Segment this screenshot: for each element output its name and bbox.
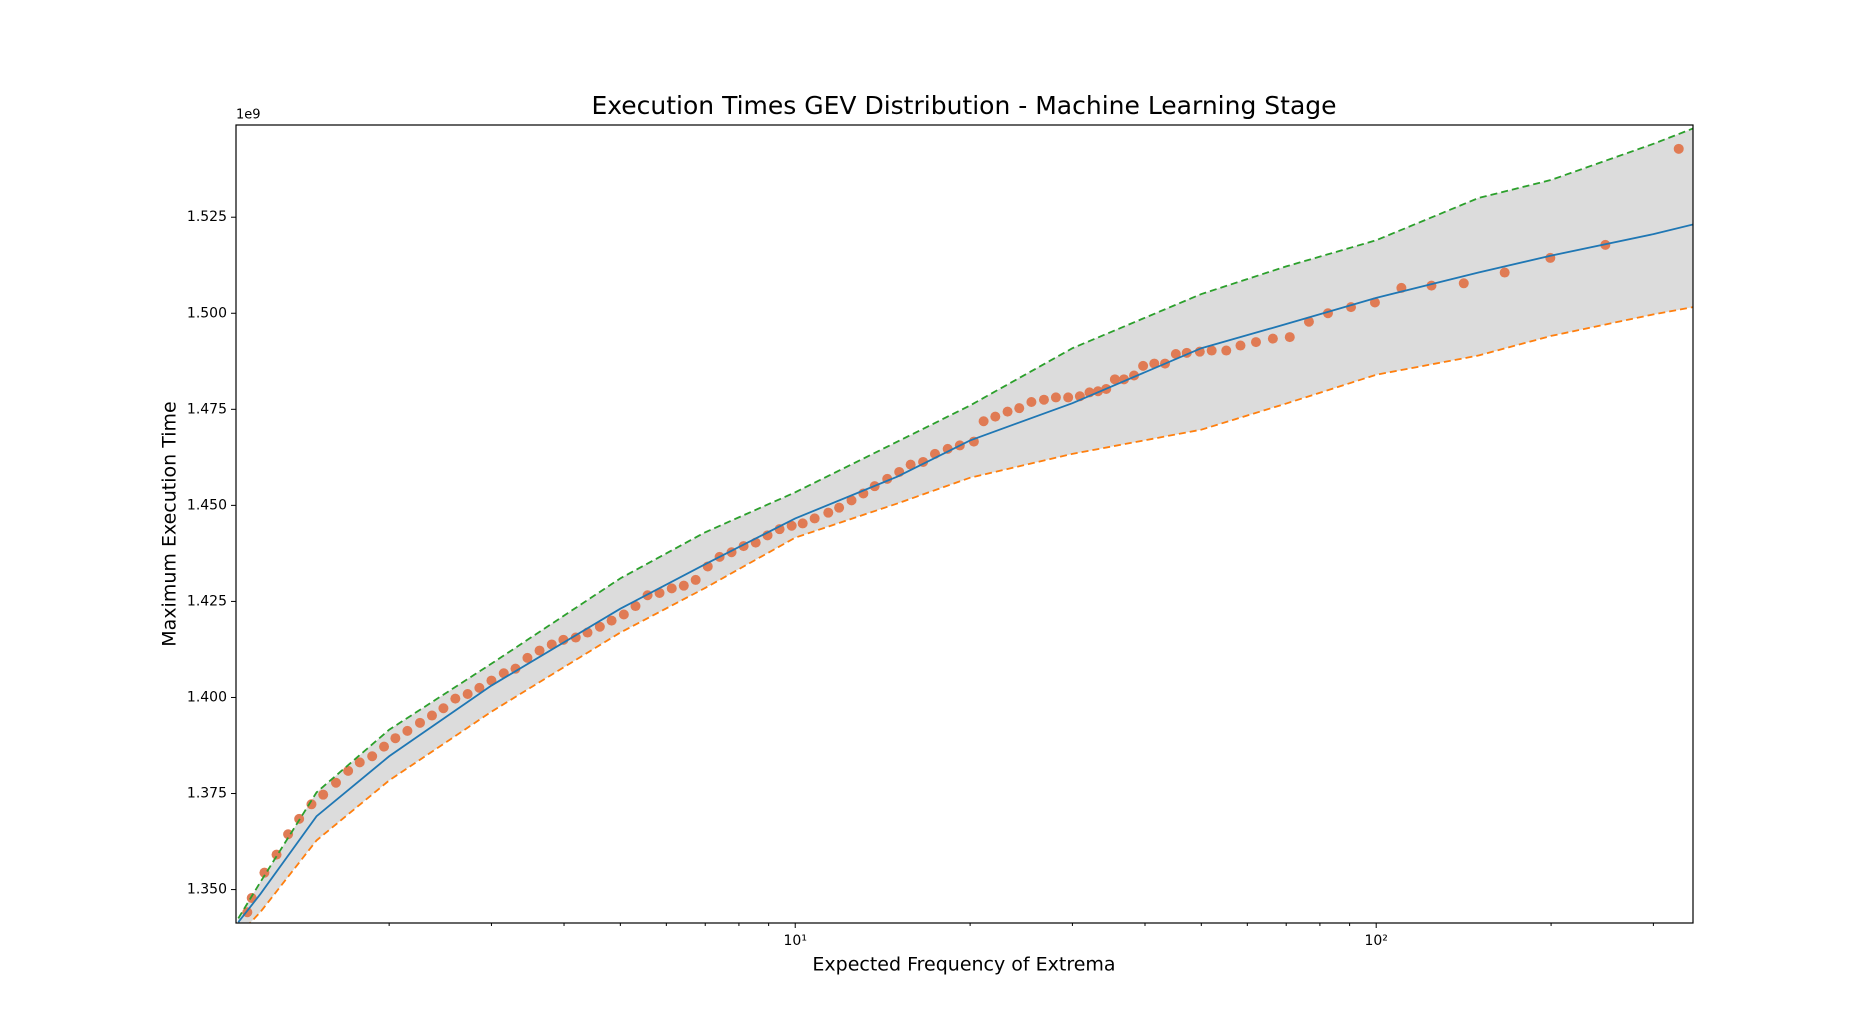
data-point — [1002, 406, 1013, 417]
data-point — [318, 789, 329, 800]
data-point — [1206, 345, 1217, 356]
data-point — [558, 634, 569, 645]
plot-area — [237, 127, 1693, 923]
y-tick-label: 1.400 — [187, 689, 227, 705]
data-point — [990, 411, 1001, 422]
data-point — [510, 663, 521, 674]
data-point — [522, 652, 533, 663]
data-point — [618, 609, 629, 620]
data-point — [594, 621, 605, 632]
x-axis-label: Expected Frequency of Extrema — [812, 954, 1115, 976]
y-offset-label: 1e9 — [236, 108, 261, 123]
data-point — [1458, 278, 1469, 289]
data-point — [1026, 397, 1037, 408]
data-point — [1267, 333, 1278, 344]
data-point — [402, 725, 413, 736]
data-point — [1050, 392, 1061, 403]
data-point — [666, 583, 677, 594]
x-tick-label: 10¹ — [784, 933, 807, 949]
data-point — [1284, 332, 1295, 343]
data-point — [1250, 337, 1261, 348]
data-point — [834, 502, 845, 513]
data-point — [1109, 374, 1120, 385]
data-point — [546, 639, 557, 650]
data-point — [942, 443, 953, 454]
data-point — [1138, 360, 1149, 371]
data-point — [474, 682, 485, 693]
data-point — [678, 580, 689, 591]
axes: 1.350 1.375 1.400 1.425 1.450 1.475 1.500 1.525… — [187, 209, 1654, 949]
chart-title: Execution Times GEV Distribution - Machi… — [591, 91, 1336, 120]
data-point — [823, 507, 834, 518]
y-tick-label: 1.450 — [187, 497, 227, 513]
data-point — [367, 751, 378, 762]
data-point — [462, 689, 473, 700]
data-point — [630, 601, 641, 612]
y-tick-label: 1.350 — [187, 882, 227, 898]
data-point — [414, 717, 425, 728]
data-point — [1369, 297, 1380, 308]
data-point — [450, 693, 461, 704]
y-tick-label: 1.475 — [187, 401, 227, 417]
data-point — [786, 520, 797, 531]
data-point — [283, 829, 294, 840]
data-point — [426, 710, 437, 721]
data-point — [1235, 340, 1246, 351]
x-tick-label: 10² — [1364, 933, 1387, 949]
data-point — [1063, 392, 1074, 403]
data-point — [905, 459, 916, 470]
plot-frame — [235, 124, 1694, 924]
data-point — [797, 518, 808, 529]
data-point — [1170, 348, 1181, 359]
data-point — [330, 777, 341, 788]
y-tick-label: 1.525 — [187, 209, 227, 225]
confidence-band — [238, 128, 1693, 923]
data-point — [343, 765, 354, 776]
data-point — [354, 757, 365, 768]
bound-line — [248, 306, 1693, 923]
y-tick-label: 1.500 — [187, 305, 227, 321]
y-tick-label: 1.425 — [187, 593, 227, 609]
data-point — [809, 513, 820, 524]
data-point — [1014, 403, 1025, 414]
data-point — [606, 615, 617, 626]
y-axis-label: Maximum Execution Time — [159, 401, 181, 646]
data-point — [1221, 345, 1232, 356]
data-point — [570, 632, 581, 643]
fit-line — [237, 223, 1693, 923]
data-point — [379, 741, 390, 752]
data-point — [1038, 394, 1049, 405]
data-point — [1303, 316, 1314, 327]
data-point — [846, 495, 857, 506]
data-point — [690, 574, 701, 585]
data-point — [1673, 143, 1684, 154]
y-tick-label: 1.375 — [187, 786, 227, 802]
data-point — [306, 799, 317, 810]
bound-line — [237, 127, 1693, 919]
data-point — [978, 416, 989, 427]
data-point — [390, 733, 401, 744]
data-point — [1149, 358, 1160, 369]
data-point — [534, 645, 545, 656]
data-point — [1499, 267, 1510, 278]
data-point — [438, 703, 449, 714]
